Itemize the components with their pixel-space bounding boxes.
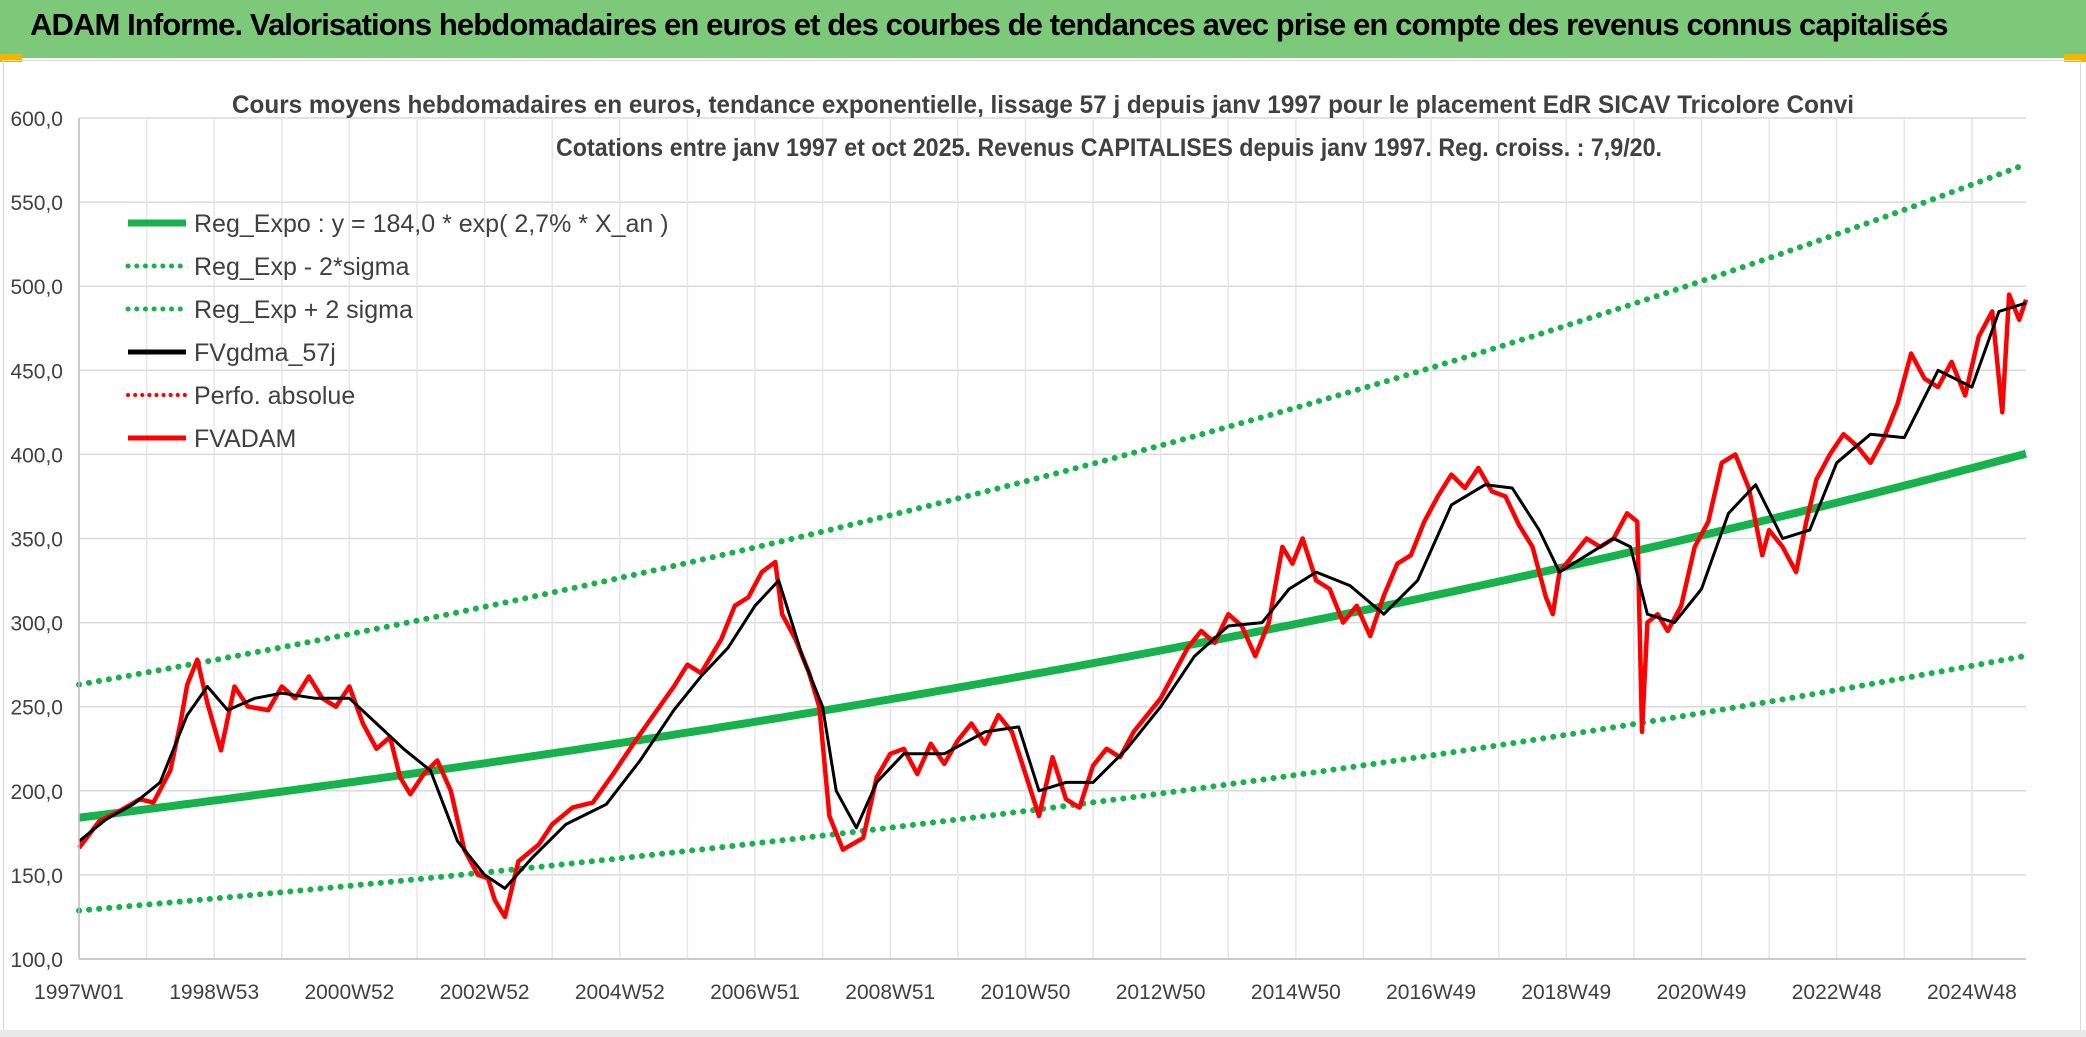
axis-layer: 600,0 550,0 500,0 450,0 400,0 350,0 300,0 250,0…: [10, 108, 2026, 1004]
x-tick-label: 2016W49: [1386, 981, 1476, 1004]
y-tick-label: 450,0: [10, 360, 63, 383]
trend-lower-2sigma: [76, 652, 2029, 914]
x-tick-label: 2008W51: [845, 981, 935, 1004]
y-tick-label: 500,0: [10, 276, 63, 299]
y-tick-label: 350,0: [10, 529, 63, 552]
x-tick-label: 2022W48: [1792, 981, 1882, 1004]
y-tick-label: 100,0: [10, 949, 63, 972]
legend: Reg_Expo : y = 184,0 * exp( 2,7% * X_an …: [125, 210, 669, 453]
y-tick-label: 200,0: [10, 781, 63, 804]
corner-accent-right: [2064, 54, 2086, 62]
y-tick-label: 150,0: [10, 865, 63, 888]
x-tick-label: 2006W51: [710, 981, 800, 1004]
x-tick-label: 2024W48: [1927, 981, 2017, 1004]
y-tick-label: 400,0: [10, 444, 63, 467]
banner-title: ADAM Informe. Valorisations hebdomadaire…: [30, 7, 1949, 42]
x-tick-label: 2018W49: [1521, 981, 1611, 1004]
report-banner: ADAM Informe. Valorisations hebdomadaire…: [0, 0, 2086, 58]
legend-label-fvgdma: FVgdma_57j: [194, 339, 336, 367]
x-tick-label: 2010W50: [981, 981, 1071, 1004]
y-tick-label: 250,0: [10, 697, 63, 720]
legend-label-perfo: Perfo. absolue: [194, 382, 355, 410]
x-tick-label: 2020W49: [1657, 981, 1747, 1004]
x-tick-label: 2014W50: [1251, 981, 1341, 1004]
legend-label-reg-lower: Reg_Exp - 2*sigma: [194, 253, 409, 281]
y-tick-label: 300,0: [10, 613, 63, 636]
x-tick-label: 1997W01: [34, 981, 124, 1004]
x-tick-label: 2004W52: [575, 981, 665, 1004]
x-tick-label: 2012W50: [1116, 981, 1206, 1004]
corner-accent-left: [0, 54, 22, 62]
legend-label-reg-upper: Reg_Exp + 2 sigma: [194, 296, 413, 324]
y-tick-label: 550,0: [10, 192, 63, 215]
bottom-bar: [0, 1030, 2086, 1037]
trend-upper-2sigma: [76, 161, 2029, 688]
series-fvgdma-57j: [78, 301, 2027, 890]
x-tick-label: 1998W53: [169, 981, 259, 1004]
series-fvadam: [77, 292, 2029, 920]
series-layer: [77, 292, 2029, 920]
legend-label-fvadam: FVADAM: [194, 425, 296, 453]
chart-title-line2: Cotations entre janv 1997 et oct 2025. R…: [556, 134, 1662, 162]
y-tick-label: 600,0: [10, 108, 63, 131]
chart-title-line1: Cours moyens hebdomadaires en euros, ten…: [232, 91, 1854, 119]
grid-layer: [78, 117, 2026, 960]
x-tick-label: 2000W52: [304, 981, 394, 1004]
legend-label-reg-expo: Reg_Expo : y = 184,0 * exp( 2,7% * X_an …: [194, 210, 669, 238]
x-tick-label: 2002W52: [440, 981, 530, 1004]
